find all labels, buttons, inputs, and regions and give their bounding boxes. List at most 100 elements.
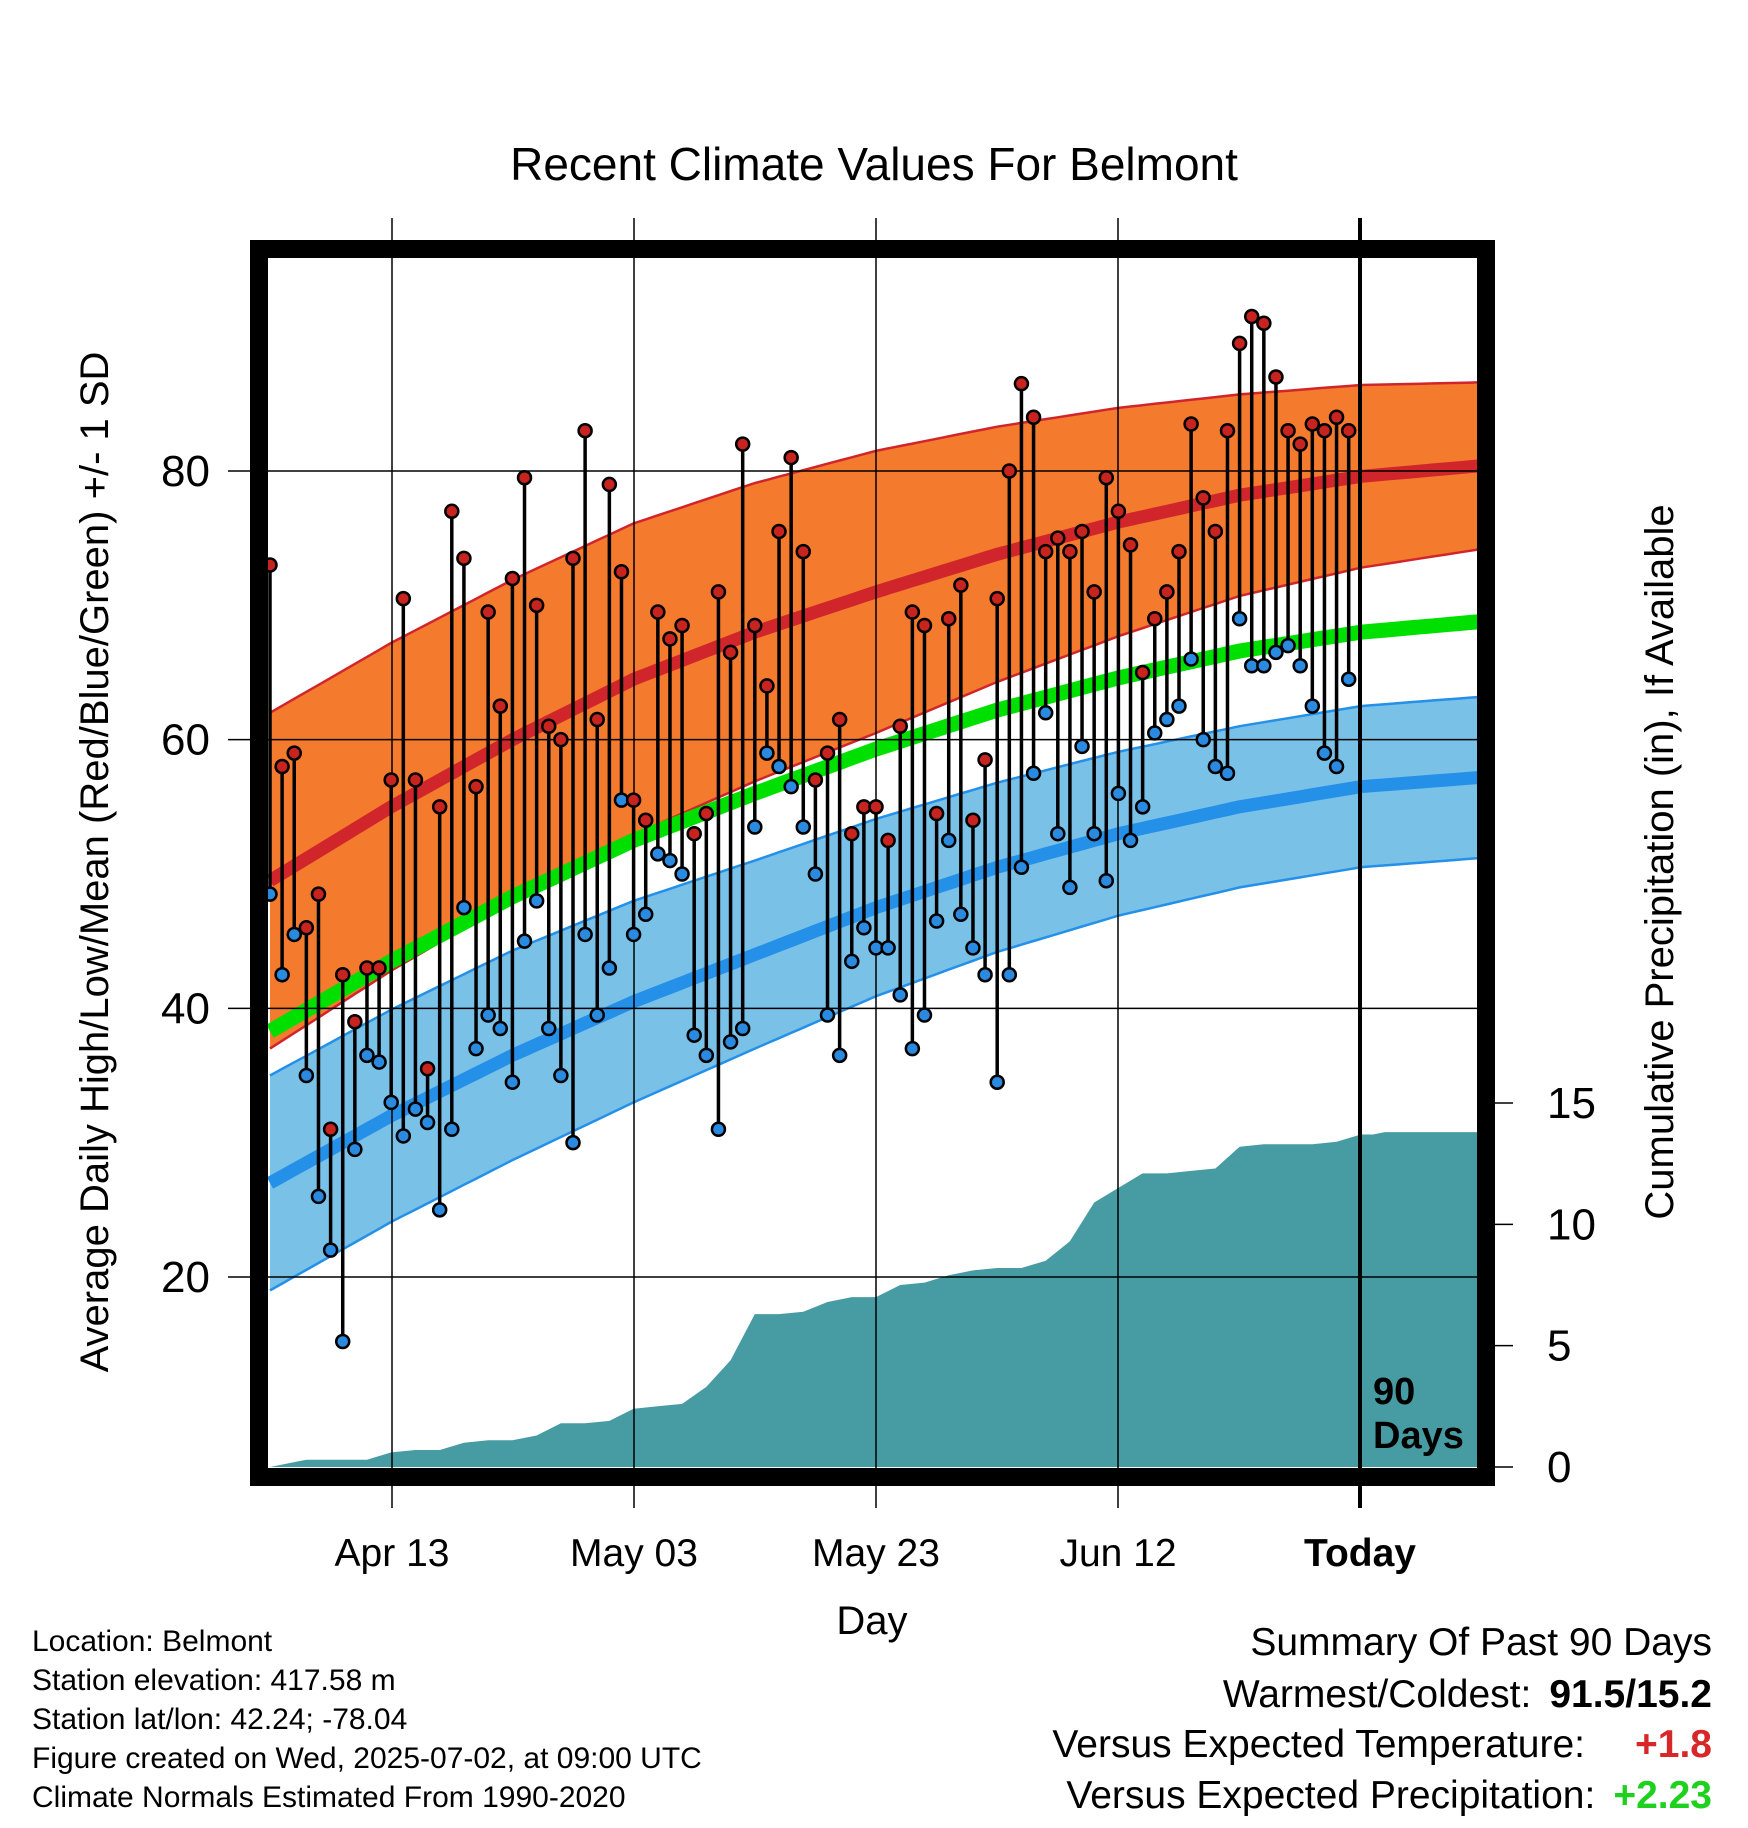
low-point xyxy=(625,926,642,943)
low-point xyxy=(504,1074,521,1090)
low-point xyxy=(1195,731,1211,748)
low-point xyxy=(831,1047,848,1064)
high-point xyxy=(759,678,775,694)
high-point xyxy=(1122,537,1139,553)
high-point xyxy=(1268,369,1284,385)
high-point xyxy=(1328,409,1345,426)
high-point xyxy=(286,745,302,761)
high-point xyxy=(1207,523,1224,540)
high-point xyxy=(1086,584,1102,600)
low-point xyxy=(880,940,896,956)
summary-temperature: Versus Expected Temperature: +1.8 xyxy=(1052,1722,1712,1768)
low-point xyxy=(698,1047,715,1064)
summary-heading-text: Summary Of Past 90 Days xyxy=(1250,1621,1712,1664)
normals-text: Climate Normals Estimated From 1990-2020 xyxy=(32,1781,626,1814)
high-point xyxy=(419,1061,436,1077)
high-point xyxy=(613,564,630,580)
low-point xyxy=(940,832,957,849)
high-point xyxy=(916,617,933,634)
high-point xyxy=(480,604,496,620)
high-point xyxy=(407,772,424,788)
low-point xyxy=(431,1202,448,1218)
precip-value: +2.23 xyxy=(1613,1774,1712,1817)
y2-tick-label: 5 xyxy=(1547,1322,1571,1371)
low-point xyxy=(916,1007,933,1023)
high-point xyxy=(747,617,763,634)
high-point xyxy=(771,523,787,540)
high-point xyxy=(953,577,969,593)
low-point xyxy=(904,1040,921,1057)
y-tick-label: 40 xyxy=(161,984,210,1033)
low-point xyxy=(322,1242,339,1258)
low-point xyxy=(892,987,908,1003)
high-point xyxy=(989,590,1005,607)
low-point xyxy=(359,1047,375,1064)
high-point xyxy=(601,476,618,493)
summary-heading: Summary Of Past 90 Days xyxy=(1250,1620,1712,1666)
high-point xyxy=(674,617,690,634)
low-point xyxy=(819,1007,836,1023)
high-point xyxy=(1304,416,1321,432)
low-point xyxy=(274,967,290,983)
high-point xyxy=(650,604,666,620)
low-point xyxy=(856,919,872,936)
low-point xyxy=(516,933,533,949)
y2-tick-label: 15 xyxy=(1547,1079,1596,1128)
low-point xyxy=(674,866,690,882)
low-point xyxy=(977,967,993,983)
high-point xyxy=(940,611,957,627)
warm-cold-label: Warmest/Coldest: xyxy=(1222,1673,1532,1716)
low-point xyxy=(1219,765,1236,781)
high-point xyxy=(334,967,351,983)
high-point xyxy=(1159,584,1175,600)
low-point xyxy=(783,778,799,795)
low-point xyxy=(662,852,678,869)
high-point xyxy=(1074,523,1090,540)
today-days-label-number: 90 xyxy=(1373,1371,1415,1413)
low-point xyxy=(989,1074,1005,1090)
high-point xyxy=(1062,543,1078,560)
low-point xyxy=(722,1034,739,1050)
high-point xyxy=(844,825,860,842)
high-point xyxy=(395,590,412,607)
low-point xyxy=(1074,738,1090,755)
low-point xyxy=(541,1020,557,1037)
high-point xyxy=(444,503,460,520)
high-point xyxy=(1231,335,1248,352)
low-point xyxy=(553,1067,569,1084)
temp-value: +1.8 xyxy=(1635,1723,1712,1766)
low-point xyxy=(965,940,981,956)
low-point xyxy=(395,1128,412,1144)
high-point xyxy=(1340,422,1357,439)
low-point xyxy=(747,819,763,835)
low-point xyxy=(1268,644,1284,661)
low-point xyxy=(1207,758,1224,775)
high-point xyxy=(1025,409,1042,426)
low-point xyxy=(565,1134,581,1151)
high-point xyxy=(698,805,715,822)
precip-label: Versus Expected Precipitation: xyxy=(1066,1774,1596,1817)
high-point xyxy=(1050,530,1066,546)
low-point xyxy=(795,819,812,835)
high-point xyxy=(589,711,605,728)
high-point xyxy=(783,449,799,466)
low-point xyxy=(444,1121,460,1137)
high-point xyxy=(492,698,509,714)
high-point xyxy=(298,919,315,936)
high-point xyxy=(456,550,472,567)
x-tick-label: Apr 13 xyxy=(335,1532,450,1575)
high-point xyxy=(637,812,654,829)
low-point xyxy=(710,1121,727,1137)
low-point xyxy=(1110,785,1127,802)
low-point xyxy=(637,906,654,923)
y-axis-label: Average Daily High/Low/Mean (Red/Blue/Gr… xyxy=(73,352,117,1373)
high-point xyxy=(1147,611,1163,627)
high-point xyxy=(371,960,387,976)
y-tick-label: 20 xyxy=(161,1253,210,1302)
low-point xyxy=(1025,765,1042,781)
low-point xyxy=(928,913,945,929)
low-point xyxy=(771,758,787,775)
y2-tick-label: 10 xyxy=(1547,1200,1596,1249)
low-point xyxy=(419,1114,436,1131)
